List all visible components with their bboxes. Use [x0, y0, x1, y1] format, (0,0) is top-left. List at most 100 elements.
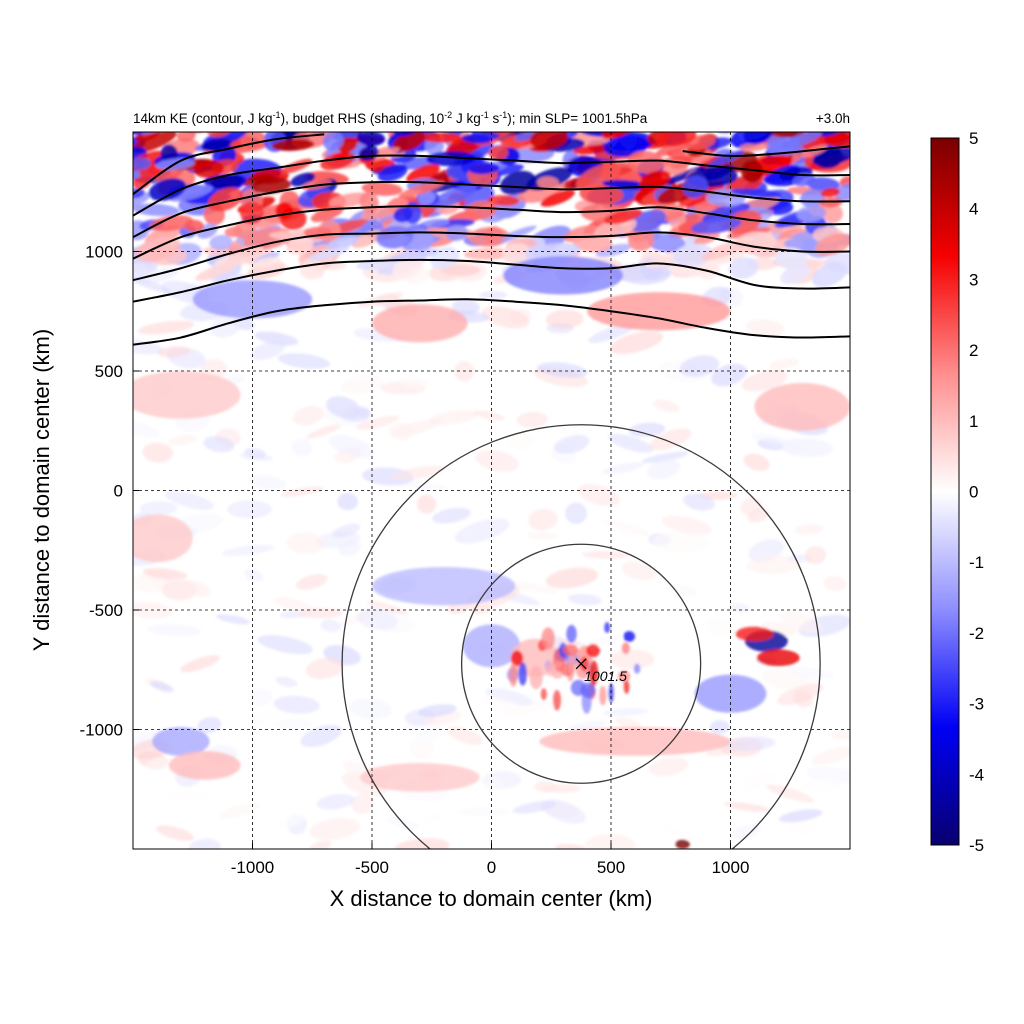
shading-cell	[135, 236, 181, 262]
shading-cell	[779, 809, 823, 823]
shading-cell	[454, 518, 510, 544]
shading-cell	[516, 411, 548, 428]
y-axis-label: Y distance to domain center (km)	[29, 329, 54, 651]
shading-cell	[200, 138, 232, 151]
shading-cell	[661, 515, 712, 535]
shading-cell	[305, 657, 344, 679]
shading-cell	[648, 757, 689, 777]
shading-cell	[168, 434, 198, 446]
shading-cell	[244, 569, 264, 582]
shading-cell	[609, 649, 655, 670]
shading-cell	[207, 187, 243, 212]
shading-feature	[675, 839, 690, 849]
shading-cell	[710, 363, 747, 387]
shading-cell	[203, 436, 235, 453]
shading-cell	[738, 772, 779, 790]
shading-cell	[215, 614, 251, 625]
ke-contour	[133, 298, 850, 346]
shading-cell	[322, 132, 344, 151]
shading-cell	[300, 724, 342, 748]
shading-cell	[589, 660, 599, 687]
shading-cell	[475, 450, 519, 472]
shading-cell	[484, 226, 504, 246]
shading-cell	[257, 635, 313, 654]
shading-cell	[326, 235, 359, 250]
shading-cell	[420, 811, 448, 823]
shading-cell	[215, 273, 248, 282]
shading-cell	[834, 182, 850, 202]
shading-cell	[679, 355, 720, 378]
shading-cell	[155, 825, 195, 841]
ke-contour	[133, 154, 850, 217]
shading-cell	[404, 267, 431, 285]
shading-feature	[756, 649, 800, 667]
shading-cell	[764, 132, 805, 138]
shading-cell	[309, 818, 361, 840]
shading-cell	[781, 132, 823, 149]
chart-title: 14km KE (contour, J kg-1), budget RHS (s…	[133, 110, 648, 126]
shading-cell	[227, 500, 272, 519]
shading-cell	[133, 132, 177, 153]
shading-cell	[355, 415, 400, 430]
shading-cell	[180, 655, 220, 673]
shading-feature	[372, 304, 468, 343]
shading-cell	[804, 545, 827, 565]
shading-cell	[388, 422, 413, 441]
shading-cell	[623, 679, 630, 694]
shading-cell	[800, 144, 828, 158]
colorbar-tick-label: 0	[969, 483, 978, 502]
shading-cell	[308, 247, 350, 262]
shading-cell	[291, 438, 313, 457]
shading-cell	[168, 185, 213, 202]
shading-cell	[143, 567, 188, 580]
shading-cell	[504, 580, 559, 594]
shading-cell	[796, 205, 826, 222]
ke-contour-layer	[133, 133, 850, 346]
shading-cell	[463, 248, 513, 260]
shading-cell	[149, 215, 194, 232]
shading-cell	[329, 192, 370, 208]
shading-cell	[602, 462, 644, 475]
colorbar	[930, 137, 960, 846]
shading-cell	[376, 225, 414, 249]
shading-cell	[193, 159, 224, 178]
shading-cell	[645, 115, 674, 129]
shading-feature	[133, 514, 193, 563]
shading-cell	[710, 720, 730, 734]
shading-cell	[564, 720, 608, 733]
shading-cell	[179, 580, 212, 597]
shading-cell	[540, 688, 547, 701]
shading-cell	[537, 362, 588, 378]
ke-contour	[682, 145, 850, 157]
shading-cell	[409, 737, 435, 760]
ke-contour	[133, 180, 850, 239]
shading-cell	[275, 718, 313, 730]
shading-cell	[723, 802, 771, 812]
shading-cell	[447, 726, 484, 746]
shading-cell	[295, 574, 328, 590]
shading-cell	[568, 653, 576, 675]
shading-cell	[693, 231, 721, 246]
shading-cell	[822, 204, 843, 224]
shading-cell	[621, 642, 630, 654]
shading-cell	[280, 486, 324, 497]
shading-cell	[417, 704, 457, 717]
shading-cell	[690, 217, 742, 234]
shading-cell	[481, 306, 530, 329]
shading-cell	[743, 453, 770, 471]
shading-cell	[751, 433, 805, 450]
shading-cell	[332, 523, 361, 539]
shading-cell	[320, 619, 342, 632]
shading-cell	[728, 256, 759, 279]
shading-cell	[432, 507, 471, 524]
shading-cell	[586, 643, 600, 658]
shading-cell	[464, 200, 497, 220]
shading-cell	[349, 698, 392, 720]
shading-feature	[539, 727, 731, 756]
shading-cell	[720, 108, 767, 131]
colorbar-tick-label: -1	[969, 553, 984, 572]
shading-cell	[528, 508, 558, 531]
shading-cell	[184, 219, 205, 233]
shading-cell	[800, 189, 826, 208]
shading-cell	[419, 218, 450, 229]
